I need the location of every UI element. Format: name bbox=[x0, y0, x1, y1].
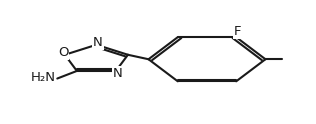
Text: H₂N: H₂N bbox=[31, 71, 56, 84]
Text: O: O bbox=[58, 46, 69, 59]
Text: N: N bbox=[93, 36, 103, 49]
Text: N: N bbox=[112, 67, 122, 80]
Text: F: F bbox=[234, 25, 241, 38]
